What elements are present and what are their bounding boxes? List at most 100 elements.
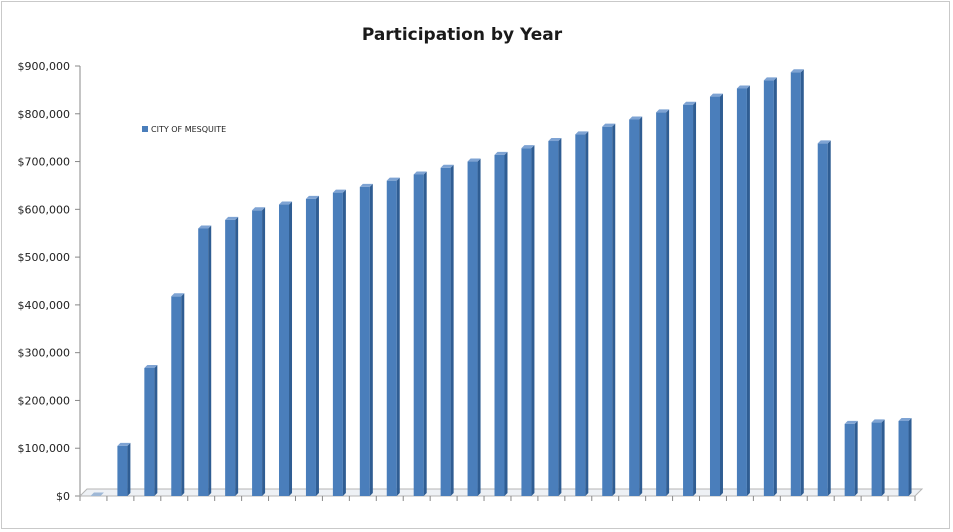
bar-series [90, 69, 912, 497]
bar [790, 69, 804, 496]
bar-top [386, 177, 400, 181]
bar-side [854, 420, 858, 496]
bar-front [359, 186, 370, 496]
bar [305, 195, 319, 497]
bar-top [683, 101, 697, 105]
bar-side [612, 123, 616, 496]
chart-title: Participation by Year [362, 25, 563, 45]
bar-side [585, 131, 589, 497]
y-tick-label: $0 [56, 490, 70, 503]
bar-side [423, 171, 427, 496]
bar [440, 164, 454, 496]
bar-top [332, 189, 346, 193]
bar-front [790, 72, 801, 496]
bar-top [198, 225, 212, 229]
bar [467, 158, 481, 497]
bar [117, 442, 131, 496]
bar-side [181, 293, 185, 496]
bar-top [871, 419, 885, 423]
bar-top [709, 93, 723, 97]
bar [494, 151, 508, 496]
bar-side [827, 140, 831, 496]
bar-front [817, 143, 828, 496]
bar [844, 420, 858, 496]
bar-top [494, 151, 508, 155]
bar-top [629, 116, 643, 120]
bar [736, 85, 750, 496]
bar-front [386, 180, 397, 496]
bar-top [467, 158, 481, 162]
bar-top [575, 131, 589, 135]
bar-side [558, 138, 562, 496]
bar-top [656, 109, 670, 113]
bar [332, 189, 346, 496]
bar-side [800, 69, 804, 496]
bar-side [235, 216, 239, 496]
bar-front [332, 192, 343, 496]
bar-front [467, 161, 478, 497]
bar-side [773, 77, 777, 496]
bar-side [504, 151, 508, 496]
bar-front [548, 141, 559, 496]
bar-side [208, 225, 212, 496]
bar-side [666, 109, 670, 496]
bar-front [305, 198, 316, 497]
bar-side [289, 201, 293, 497]
bar-side [342, 189, 346, 496]
bar-front [871, 422, 882, 496]
y-tick-label: $500,000 [18, 251, 71, 264]
y-tick-label: $100,000 [18, 442, 71, 455]
bar-top [225, 216, 239, 220]
bar-top [117, 442, 131, 446]
bar [521, 145, 535, 496]
bar-top [736, 85, 750, 89]
y-tick-label: $300,000 [18, 347, 71, 360]
bar-side [369, 183, 373, 496]
bar-side [450, 164, 454, 496]
bar [656, 109, 670, 496]
bar-top [817, 140, 831, 144]
y-axis: $0 $100,000 $200,000 $300,000 $400,000 $500,0… [18, 60, 81, 503]
bar [90, 492, 104, 496]
legend-swatch [142, 126, 148, 132]
bar-front [413, 174, 424, 496]
bar-side [746, 85, 750, 496]
bar [817, 140, 831, 496]
bar-top [171, 293, 185, 297]
bar-top [521, 145, 535, 149]
bar-front [683, 104, 694, 496]
bar-front [709, 96, 720, 497]
bar-front [117, 445, 128, 496]
bar-front [521, 148, 532, 496]
bar [279, 201, 293, 497]
bar [629, 116, 643, 496]
bar-top [440, 164, 454, 168]
bar-front [198, 228, 209, 496]
bar [225, 216, 239, 496]
bar-top [790, 69, 804, 73]
bar [575, 131, 589, 497]
bar [548, 138, 562, 496]
bar-front [629, 119, 640, 496]
bar-front [225, 219, 236, 496]
bar-side [531, 145, 535, 496]
bar-top [305, 195, 319, 199]
bar-side [908, 417, 912, 496]
legend-label: CITY OF MESQUITE [151, 125, 226, 134]
bar-top [763, 77, 777, 81]
bar-front [656, 112, 667, 496]
bar-front [494, 154, 505, 496]
bar [871, 419, 885, 496]
bar-front [763, 80, 774, 496]
bar-front [736, 88, 747, 496]
bar-front [844, 423, 855, 496]
bar-top [548, 138, 562, 142]
bar-top [252, 207, 266, 211]
bar [386, 177, 400, 496]
bar [602, 123, 616, 496]
bar-side [262, 207, 266, 497]
bar-side [693, 101, 697, 496]
bar [709, 93, 723, 497]
bar [171, 293, 185, 496]
